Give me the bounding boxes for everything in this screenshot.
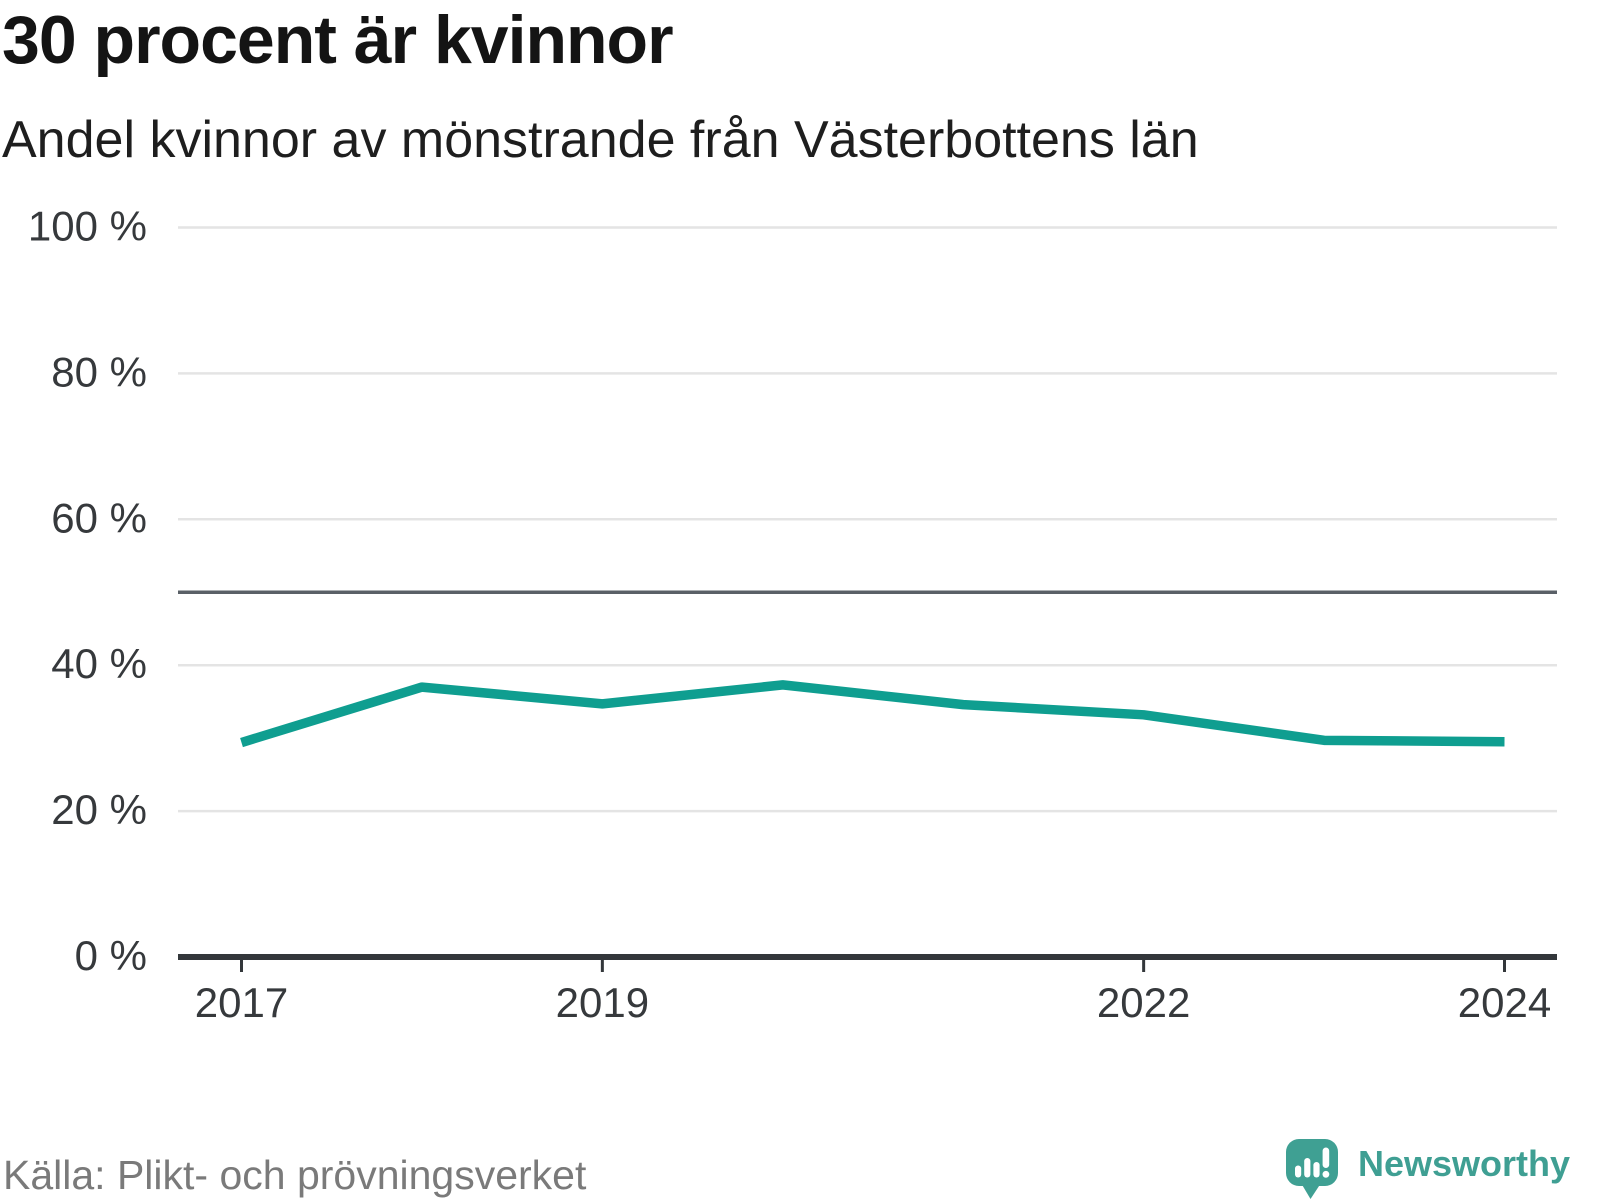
x-axis-tick-label: 2024 [1458,979,1551,1026]
chart-title: 30 procent är kvinnor [2,2,674,78]
logo-bar-icon-1 [1295,1165,1302,1178]
logo-bubble-tail [1301,1183,1321,1199]
x-axis-tick-label: 2022 [1097,979,1190,1026]
y-axis-tick-label: 0 % [75,932,147,979]
y-axis-tick-label: 60 % [51,494,147,541]
x-axis-tick-label: 2017 [195,979,288,1026]
y-axis-tick-label: 20 % [51,786,147,833]
logo-bubble [1286,1139,1338,1186]
source-note: Källa: Plikt- och prövningsverket [3,1152,587,1198]
y-axis-tick-label: 80 % [51,348,147,395]
logo-bar-icon-3 [1313,1162,1320,1178]
logo-exclamation-bar [1322,1147,1330,1168]
data-line [240,680,1505,748]
y-axis-tick-label: 100 % [28,203,147,250]
x-axis-tick-label: 2019 [556,979,649,1026]
brand-name: Newsworthy [1358,1143,1571,1184]
logo-bar-icon-2 [1304,1158,1311,1178]
chart-subtitle: Andel kvinnor av mönstrande från Västerb… [2,111,1199,169]
newsworthy-logo-icon [1286,1139,1338,1199]
logo-exclamation-dot [1322,1170,1330,1178]
y-axis-tick-label: 40 % [51,640,147,687]
